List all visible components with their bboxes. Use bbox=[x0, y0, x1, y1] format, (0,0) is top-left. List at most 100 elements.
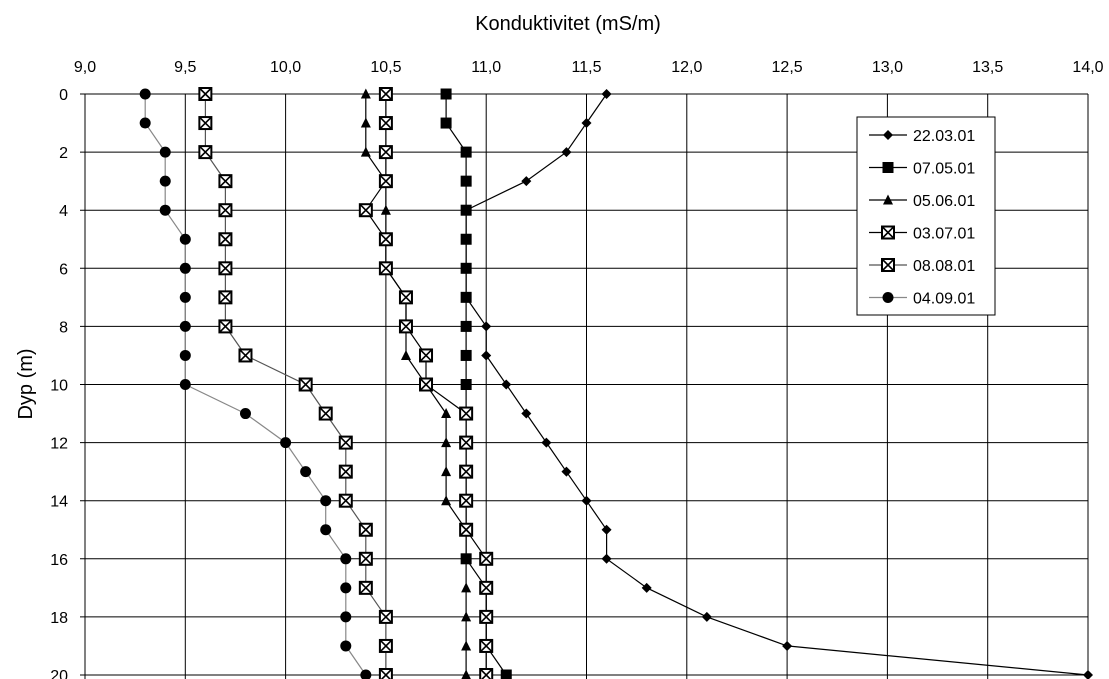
data-point bbox=[479, 551, 494, 566]
legend-item: 03.07.01 bbox=[869, 225, 975, 243]
data-point bbox=[601, 89, 612, 99]
data-point bbox=[460, 379, 472, 390]
data-point bbox=[641, 582, 652, 593]
data-point bbox=[701, 611, 712, 622]
legend-label: 04.09.01 bbox=[913, 291, 975, 308]
legend-label: 05.06.01 bbox=[913, 193, 975, 210]
data-point bbox=[782, 640, 793, 651]
legend-label: 08.08.01 bbox=[913, 258, 975, 275]
data-point bbox=[238, 348, 253, 363]
legend-marker bbox=[881, 258, 895, 272]
data-point bbox=[218, 319, 233, 334]
data-point bbox=[460, 320, 472, 332]
data-point bbox=[218, 290, 233, 305]
legend: 22.03.01 07.05.01 05.06.01 03.07.01 08.08.01… bbox=[856, 116, 996, 316]
data-point bbox=[340, 640, 352, 652]
data-point bbox=[198, 116, 213, 131]
data-point bbox=[398, 319, 413, 334]
legend-item: 04.09.01 bbox=[869, 291, 975, 308]
data-point bbox=[481, 321, 492, 332]
series-07.05.01 bbox=[440, 88, 512, 679]
y-tick-label: 12 bbox=[50, 436, 68, 453]
data-point bbox=[500, 669, 512, 679]
data-point bbox=[460, 262, 472, 274]
data-point bbox=[179, 320, 191, 332]
data-point bbox=[521, 176, 532, 187]
data-point bbox=[320, 524, 332, 536]
x-tick-label: 12,0 bbox=[671, 59, 702, 76]
data-point bbox=[601, 524, 612, 535]
data-point bbox=[440, 117, 452, 129]
data-point bbox=[581, 118, 592, 129]
x-tick-label: 12,5 bbox=[772, 59, 803, 76]
y-tick-label: 18 bbox=[50, 610, 68, 627]
data-point bbox=[380, 204, 391, 215]
series-05.06.01 bbox=[360, 88, 472, 679]
legend-item: 08.08.01 bbox=[869, 258, 975, 275]
data-point bbox=[318, 406, 333, 421]
data-point bbox=[179, 349, 191, 361]
data-point bbox=[340, 611, 352, 623]
data-point bbox=[378, 174, 393, 189]
legend-item: 07.05.01 bbox=[869, 161, 975, 178]
data-point bbox=[479, 638, 494, 653]
data-point bbox=[360, 146, 371, 157]
data-point bbox=[521, 408, 532, 419]
data-point bbox=[358, 580, 373, 595]
y-axis-title: Dyp (m) bbox=[15, 348, 37, 419]
legend-item: 05.06.01 bbox=[869, 193, 975, 210]
data-point bbox=[360, 669, 372, 679]
data-point bbox=[459, 522, 474, 537]
data-point bbox=[459, 493, 474, 508]
data-point bbox=[460, 349, 472, 361]
data-point bbox=[139, 117, 151, 129]
x-tick-label: 9,0 bbox=[74, 59, 96, 76]
x-tick-label: 13,0 bbox=[872, 59, 903, 76]
data-point bbox=[159, 204, 171, 216]
legend-marker bbox=[882, 162, 894, 173]
data-point bbox=[378, 668, 393, 679]
data-point bbox=[400, 349, 411, 360]
data-point bbox=[479, 580, 494, 595]
data-point bbox=[440, 88, 452, 100]
data-point bbox=[461, 582, 472, 593]
data-point bbox=[338, 464, 353, 479]
data-point bbox=[300, 466, 312, 478]
data-point bbox=[139, 88, 151, 100]
data-point bbox=[280, 437, 292, 449]
data-point bbox=[459, 406, 474, 421]
data-point bbox=[479, 668, 494, 679]
x-tick-label: 13,5 bbox=[972, 59, 1003, 76]
data-point bbox=[461, 553, 472, 564]
data-point bbox=[501, 379, 512, 390]
data-point bbox=[441, 495, 452, 506]
data-point bbox=[459, 435, 474, 450]
data-point bbox=[419, 348, 434, 363]
data-point bbox=[198, 87, 213, 101]
x-tick-labels: 9,0 9,5 10,0 10,5 11,0 11,5 12,0 12,5 13,0 13,5 14… bbox=[74, 59, 1104, 76]
series-layer bbox=[139, 87, 1093, 679]
data-point bbox=[398, 290, 413, 305]
data-point bbox=[218, 203, 233, 218]
data-point bbox=[378, 145, 393, 160]
data-point bbox=[481, 350, 492, 361]
data-point bbox=[179, 291, 191, 303]
data-point bbox=[441, 466, 452, 477]
y-tick-label: 14 bbox=[50, 494, 68, 511]
data-point bbox=[159, 146, 171, 158]
data-point bbox=[461, 611, 472, 622]
data-point bbox=[378, 232, 393, 247]
legend-label: 07.05.01 bbox=[913, 161, 975, 178]
y-tick-labels: 0 2 4 6 8 10 12 14 16 18 20 bbox=[50, 87, 68, 679]
data-point bbox=[460, 175, 472, 187]
data-point bbox=[179, 233, 191, 245]
data-point bbox=[360, 117, 371, 128]
y-tick-label: 10 bbox=[50, 378, 68, 395]
x-tick-label: 11,5 bbox=[572, 59, 602, 76]
x-tick-label: 10,0 bbox=[270, 59, 301, 76]
data-point bbox=[581, 495, 592, 506]
y-tick-label: 6 bbox=[59, 261, 68, 278]
data-point bbox=[460, 291, 472, 303]
data-point bbox=[358, 203, 373, 218]
